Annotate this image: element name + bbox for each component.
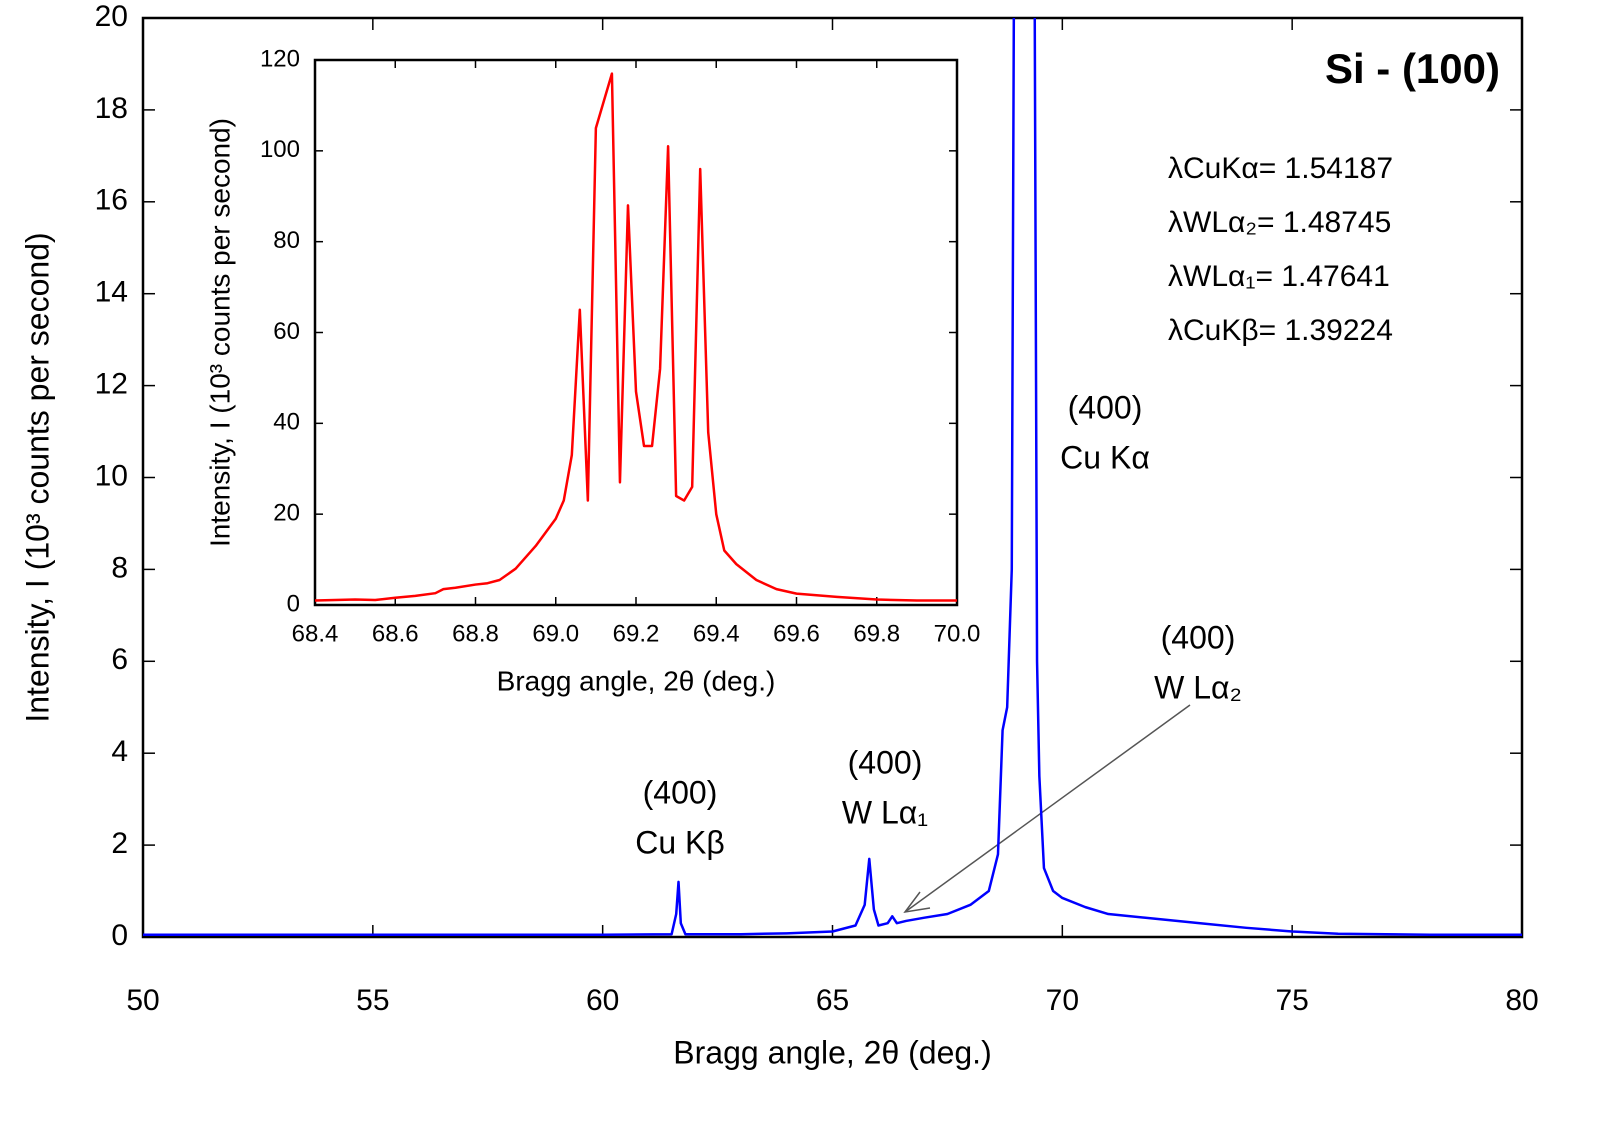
x-tick-label: 70 [1046,984,1079,1017]
y-tick-label: 0 [111,919,128,952]
x-tick-label: 68.6 [372,620,419,647]
peak-label: (400) [848,744,923,780]
y-tick-label: 0 [287,590,300,617]
y-axis-title: Intensity, I (10³ counts per second) [19,232,55,722]
x-axis-title: Bragg angle, 2θ (deg.) [673,1034,991,1070]
x-tick-label: 68.4 [292,620,339,647]
annotation-arrow [904,704,1191,913]
x-tick-label: 55 [356,984,389,1017]
chart-title: Si - (100) [1325,45,1500,92]
x-tick-label: 69.6 [773,620,820,647]
y-tick-label: 12 [95,368,128,401]
arrow-head [903,891,931,914]
y-tick-label: 18 [95,92,128,125]
peak-label: W Lα₁ [842,794,928,830]
x-tick-label: 70.0 [934,620,981,647]
peak-label: (400) [1161,619,1236,655]
y-tick-label: 100 [260,136,300,163]
peak-label: Cu Kβ [635,824,725,860]
y-tick-label: 16 [95,184,128,217]
y-tick-label: 8 [111,551,128,584]
data-line [143,18,1522,936]
y-tick-label: 20 [95,0,128,33]
y-axis-title: Intensity, I (10³ counts per second) [204,118,235,547]
x-tick-label: 69.0 [532,620,579,647]
x-tick-label: 75 [1275,984,1308,1017]
wavelength-note: λWLα₁= 1.47641 [1168,260,1390,293]
data-line [315,72,957,602]
x-axis-title: Bragg angle, 2θ (deg.) [497,665,776,696]
peak-label: (400) [1068,389,1143,425]
wavelength-note: λCuKβ= 1.39224 [1168,314,1393,347]
x-tick-label: 50 [126,984,159,1017]
x-tick-label: 80 [1505,984,1538,1017]
x-tick-label: 60 [586,984,619,1017]
y-tick-label: 40 [273,409,300,436]
x-tick-label: 69.4 [693,620,740,647]
y-tick-label: 20 [273,500,300,527]
x-tick-label: 68.8 [452,620,499,647]
wavelength-note: λCuKα= 1.54187 [1168,152,1393,185]
y-tick-label: 60 [273,318,300,345]
y-tick-label: 4 [111,735,128,768]
x-tick-label: 65 [816,984,849,1017]
x-tick-label: 69.8 [853,620,900,647]
wavelength-note: λWLα₂= 1.48745 [1168,206,1391,239]
y-tick-label: 80 [273,227,300,254]
y-tick-label: 2 [111,827,128,860]
peak-label: (400) [643,774,718,810]
y-tick-label: 14 [95,276,128,309]
y-tick-label: 120 [260,45,300,72]
y-tick-label: 10 [95,459,128,492]
x-tick-label: 69.2 [613,620,660,647]
peak-label: W Lα₂ [1154,669,1242,705]
peak-label: Cu Kα [1060,439,1150,475]
y-tick-label: 6 [111,643,128,676]
